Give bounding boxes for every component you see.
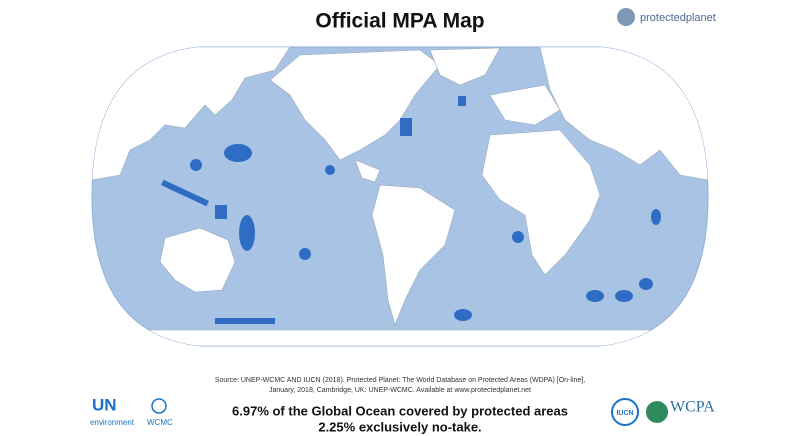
summary-line: 6.97% of the Global Ocean covered by pro… [232, 403, 568, 418]
mpa [586, 290, 604, 302]
environment-text: environment [90, 418, 135, 427]
mpa [299, 248, 311, 260]
title: Official MPA Map [315, 10, 484, 33]
mpa [161, 179, 209, 207]
asia-east [539, 47, 708, 181]
mpa [512, 231, 524, 243]
protected-areas [161, 96, 661, 324]
mpa [190, 159, 202, 171]
mpa [224, 144, 252, 162]
iucn-emblem [611, 398, 639, 426]
mpa [454, 309, 472, 321]
mpa [400, 118, 412, 136]
summary-line: 2.25% exclusively no-take. [318, 419, 481, 434]
wcmc-logo: WCMC [147, 398, 173, 427]
un-text: UN [92, 395, 117, 414]
source-line: January, 2018, Cambridge, UK: UNEP-WCMC.… [269, 387, 531, 394]
mpa [639, 278, 653, 290]
south-america [371, 184, 456, 326]
mpa [325, 165, 335, 175]
europe [489, 84, 561, 126]
land [92, 47, 708, 346]
un-logo: UN environment [90, 395, 135, 427]
iucn-text: IUCN [616, 410, 633, 417]
australia [159, 227, 236, 293]
mpa [458, 96, 466, 106]
brand-logo: protectedplanet [617, 8, 716, 26]
mpa [215, 318, 275, 324]
central-america [354, 159, 381, 183]
wcmc-text: WCMC [147, 418, 173, 427]
source-line: Source: UNEP-WCMC AND IUCN (2018). Prote… [215, 377, 585, 384]
mpa [239, 215, 255, 251]
iucn-logo: IUCN [611, 398, 639, 426]
brand-name: protectedplanet [640, 12, 716, 24]
antarctica [92, 329, 708, 346]
wcpa-emblem [646, 401, 668, 423]
wcmc-emblem [151, 398, 167, 414]
mpa [615, 290, 633, 302]
asia-west [92, 47, 291, 181]
africa [481, 129, 601, 276]
mpa [215, 205, 227, 219]
wcpa-text: WCPA [670, 399, 715, 416]
map [91, 46, 709, 347]
greenland [429, 47, 501, 86]
brand-globe [617, 8, 635, 26]
mpa [651, 209, 661, 225]
wcpa-logo: WCPA [646, 399, 715, 423]
